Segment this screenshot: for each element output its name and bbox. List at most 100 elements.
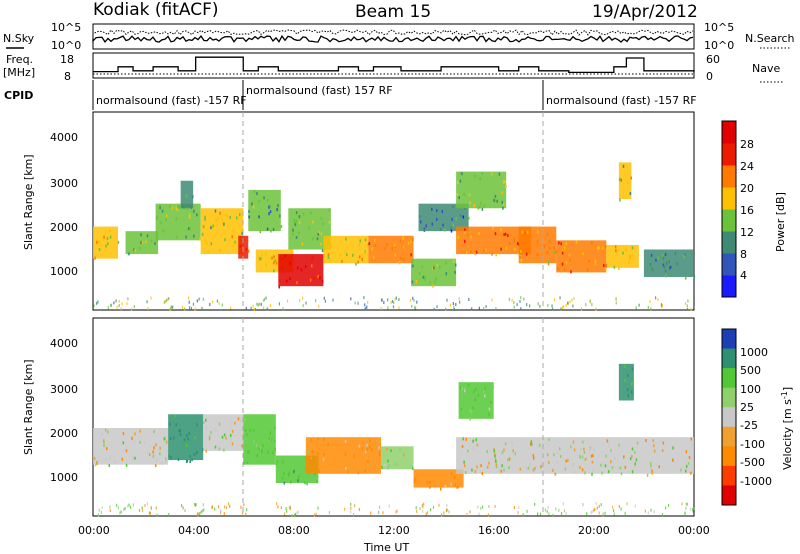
velocity-speckle	[316, 468, 319, 472]
cpid-segment-3: normalsound (fast) -157 RF	[546, 94, 697, 107]
power-ground-speckle	[485, 305, 487, 309]
velocity-ground-speckle	[612, 509, 615, 513]
power-ground-speckle	[262, 298, 265, 302]
velocity-ground-speckle	[97, 513, 100, 517]
velocity-speckle	[662, 441, 665, 445]
power-speckle	[466, 233, 469, 237]
velocity-ground-speckle	[582, 503, 584, 507]
power-ground-speckle	[690, 307, 692, 311]
velocity-speckle	[274, 426, 276, 430]
noise-search-line	[92, 29, 694, 36]
velocity-speckle	[353, 465, 355, 469]
velocity-ground-speckle	[477, 505, 479, 509]
power-ground-speckle	[95, 301, 98, 305]
power-speckle	[241, 231, 244, 235]
power-speckle	[371, 247, 374, 251]
power-speckle	[253, 190, 256, 194]
velocity-ground-speckle	[127, 504, 129, 508]
power-ground-speckle	[537, 302, 539, 306]
velocity-speckle	[564, 467, 567, 471]
noise-left-tick-top: 10^5	[51, 21, 81, 34]
velocity-speckle	[651, 471, 653, 475]
velocity-speckle	[473, 390, 475, 394]
power-colorbar-step-2	[722, 231, 736, 254]
power-colorbar-frame	[721, 120, 737, 298]
velocity-ground-speckle	[590, 511, 592, 515]
power-speckle	[251, 202, 253, 206]
power-speckle	[536, 230, 539, 234]
power-speckle	[128, 252, 130, 256]
velocity-speckle	[494, 453, 496, 457]
velocity-speckle	[283, 471, 285, 475]
velocity-speckle	[358, 444, 361, 448]
velocity-speckle	[107, 430, 109, 434]
power-speckle	[400, 256, 402, 260]
velocity-ground-speckle	[593, 508, 595, 512]
vel-cbar-tick-m25: -25	[740, 419, 758, 432]
velocity-ground-speckle	[129, 505, 132, 509]
velocity-speckle	[457, 485, 459, 489]
velocity-speckle	[276, 460, 279, 464]
power-speckle	[547, 262, 550, 266]
power-speckle	[182, 205, 184, 209]
power-speckle	[358, 255, 361, 259]
velocity-speckle	[246, 450, 249, 454]
power-cbar-tick-12: 12	[740, 226, 754, 239]
power-speckle	[312, 256, 314, 260]
power-ground-speckle	[364, 307, 366, 311]
power-speckle	[402, 245, 405, 249]
power-speckle	[248, 215, 250, 219]
freq-left-tick-top: 18	[60, 53, 74, 66]
velocity-ground-speckle	[354, 504, 356, 508]
velocity-speckle	[230, 437, 233, 441]
velocity-ground-speckle	[685, 502, 687, 506]
velocity-speckle	[652, 439, 654, 443]
power-ground-speckle	[299, 299, 301, 303]
velocity-speckle	[345, 466, 347, 470]
velocity-speckle	[469, 417, 471, 421]
velocity-speckle	[482, 389, 485, 393]
velocity-speckle	[125, 463, 128, 467]
power-ground-speckle	[394, 297, 396, 301]
velocity-ground-speckle	[647, 511, 649, 515]
velocity-speckle	[604, 464, 607, 468]
power-speckle	[459, 179, 462, 183]
velocity-ground-speckle	[562, 502, 564, 506]
velocity-ground-speckle	[132, 503, 135, 507]
velocity-speckle	[223, 433, 226, 437]
power-speckle	[223, 222, 225, 226]
velocity-speckle	[272, 451, 274, 455]
velocity-speckle	[620, 472, 623, 476]
velocity-speckle	[495, 459, 497, 463]
velocity-speckle	[174, 414, 176, 418]
velocity-cbar-label: Velocity [m s-1]	[780, 387, 794, 470]
power-ground-speckle	[635, 306, 637, 310]
power-ground-speckle	[192, 302, 195, 306]
velocity-ground-speckle	[156, 513, 158, 517]
power-speckle	[433, 266, 435, 270]
noise-left-tick-bottom: 10^0	[51, 39, 81, 52]
velocity-ground-speckle	[201, 510, 203, 514]
power-speckle	[546, 232, 549, 236]
velocity-speckle	[474, 470, 477, 474]
velocity-speckle	[246, 461, 249, 465]
power-speckle	[505, 185, 507, 189]
power-speckle	[259, 230, 262, 234]
power-speckle	[374, 243, 377, 247]
velocity-speckle	[304, 481, 306, 485]
power-cbar-label: Power [dB]	[774, 192, 787, 252]
power-speckle	[569, 258, 571, 262]
power-speckle	[693, 275, 696, 279]
power-speckle	[327, 253, 330, 257]
velocity-colorbar-step-7	[722, 465, 736, 486]
power-speckle	[553, 250, 556, 254]
power-speckle	[409, 240, 412, 244]
power-ground-speckle	[212, 300, 214, 304]
power-cell-19	[618, 162, 633, 202]
velocity-speckle	[327, 443, 329, 447]
velocity-speckle	[464, 471, 467, 475]
velocity-speckle	[152, 450, 154, 454]
velocity-speckle	[214, 445, 217, 449]
velocity-ground-speckle	[548, 512, 550, 516]
velocity-ground-speckle	[146, 502, 148, 506]
